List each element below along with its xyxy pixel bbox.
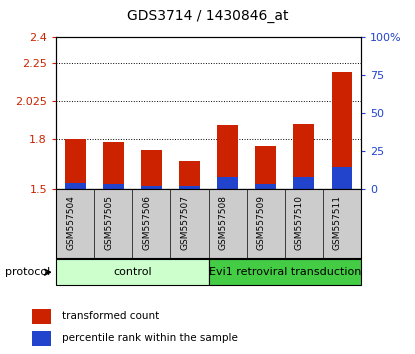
- Text: GSM557505: GSM557505: [104, 195, 113, 250]
- Text: GSM557510: GSM557510: [295, 195, 304, 250]
- Bar: [332, 167, 352, 189]
- Bar: [56, 259, 209, 285]
- Bar: [179, 161, 200, 189]
- Bar: [141, 150, 162, 189]
- Bar: [332, 72, 352, 189]
- Text: GSM557504: GSM557504: [66, 195, 75, 250]
- Bar: [141, 185, 162, 189]
- Bar: [293, 177, 314, 189]
- Text: GSM557506: GSM557506: [142, 195, 151, 250]
- Text: GSM557507: GSM557507: [181, 195, 190, 250]
- Bar: [32, 331, 51, 346]
- Text: Evi1 retroviral transduction: Evi1 retroviral transduction: [209, 267, 361, 277]
- Bar: [255, 184, 276, 189]
- Bar: [65, 139, 85, 189]
- Bar: [293, 124, 314, 189]
- Bar: [217, 125, 238, 189]
- Bar: [103, 184, 124, 189]
- Bar: [103, 142, 124, 189]
- Text: GSM557508: GSM557508: [219, 195, 227, 250]
- Bar: [179, 185, 200, 189]
- Text: GSM557511: GSM557511: [333, 195, 342, 250]
- Text: control: control: [113, 267, 151, 277]
- Text: protocol: protocol: [5, 267, 50, 277]
- Bar: [217, 177, 238, 189]
- Bar: [255, 146, 276, 189]
- Text: transformed count: transformed count: [62, 312, 160, 321]
- Bar: [32, 309, 51, 324]
- Bar: [209, 259, 361, 285]
- Text: GSM557509: GSM557509: [257, 195, 266, 250]
- Text: GDS3714 / 1430846_at: GDS3714 / 1430846_at: [127, 9, 288, 23]
- Bar: [65, 183, 85, 189]
- Text: percentile rank within the sample: percentile rank within the sample: [62, 333, 238, 343]
